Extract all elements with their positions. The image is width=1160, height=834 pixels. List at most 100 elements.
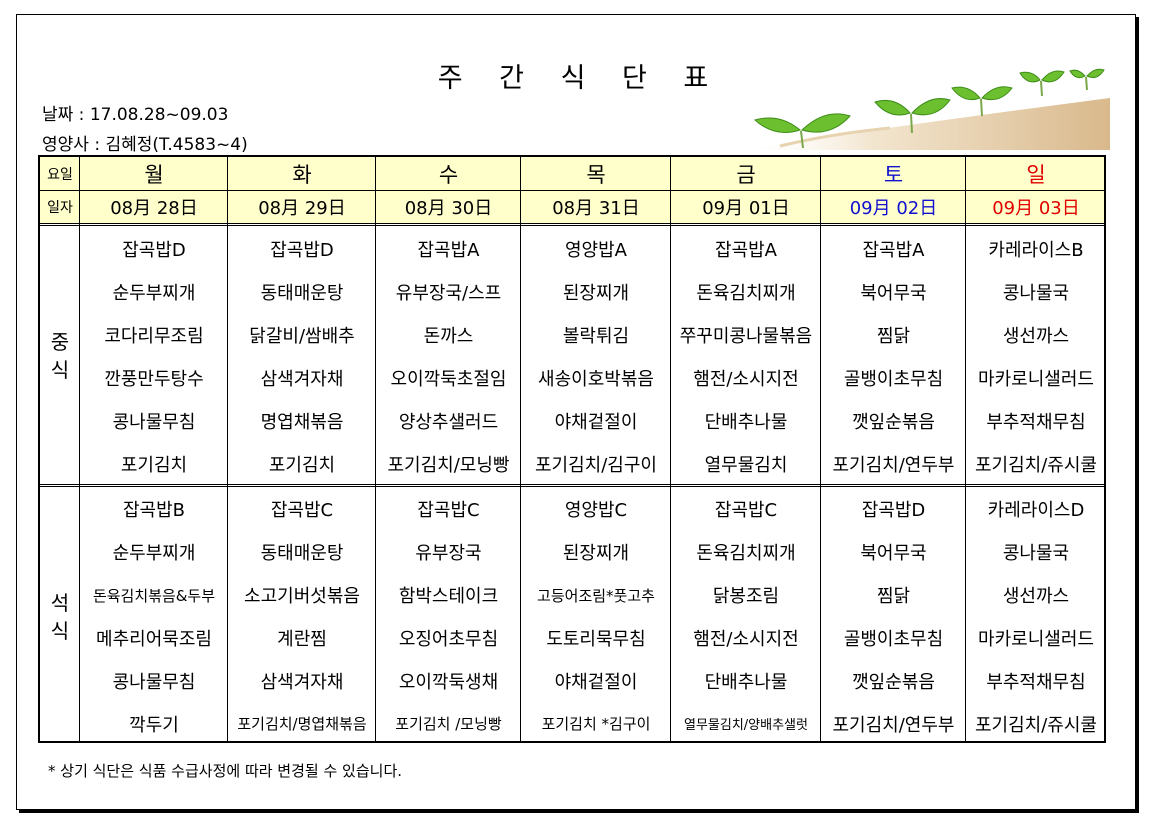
lunch-menu-item: 포기김치 [268, 454, 336, 476]
dinner-menu-item: 닭봉조림 [712, 586, 780, 608]
lunch-menu-item: 카레라이스B [988, 239, 1084, 261]
dinner-menu-item: 찜닭 [876, 586, 911, 608]
lunch-menu-item: 닭갈비/쌈배추 [249, 325, 355, 347]
dinner-menu-item: 잡곡밥B [122, 500, 186, 522]
date-header: 08月 29日 [258, 198, 346, 219]
dinner-menu-item: 계란찜 [277, 628, 327, 650]
page-title: 주 간 식 단 표 [437, 63, 723, 94]
lunch-menu-item: 순두부찌개 [112, 282, 196, 304]
dinner-menu-item: 마카로니샐러드 [978, 628, 1094, 650]
dinner-menu-item: 도토리묵무침 [546, 628, 646, 650]
column-divider [965, 157, 966, 741]
dinner-menu-item: 카레라이스D [987, 500, 1085, 522]
lunch-menu-item: 깻잎순볶음 [852, 411, 935, 433]
lunch-menu-item: 포기김치/쥬시쿨 [975, 454, 1097, 476]
lunch-menu-item: 부추적채무침 [986, 411, 1086, 433]
lunch-menu-item: 된장찌개 [562, 282, 630, 304]
lunch-menu-item: 마카로니샐러드 [978, 368, 1094, 390]
lunch-menu-item: 깐풍만두탕수 [104, 368, 204, 390]
footer-note: * 상기 식단은 식품 수급사정에 따라 변경될 수 있습니다. [48, 762, 403, 780]
header-bottom-line [40, 223, 1104, 224]
dinner-menu-item: 콩나물무침 [112, 671, 196, 693]
lunch-menu-item: 콩나물국 [1002, 282, 1070, 304]
day-header: 월 [144, 162, 164, 187]
lunch-menu-item: 콩나물무침 [112, 411, 196, 433]
dinner-menu-item: 고등어조림*풋고추 [537, 586, 655, 605]
section-divider [40, 484, 1104, 485]
lunch-menu-item: 잡곡밥A [417, 239, 480, 261]
dinner-menu-item: 생선까스 [1002, 586, 1070, 608]
day-header: 화 [292, 162, 312, 187]
lunch-menu-item: 포기김치/김구이 [535, 454, 657, 476]
date-header: 09月 02日 [849, 198, 938, 219]
column-divider [670, 157, 671, 741]
date-header: 09月 01日 [702, 198, 790, 219]
dinner-menu-item: 콩나물국 [1002, 543, 1070, 565]
column-divider [520, 157, 521, 741]
dinner-menu-item: 오이깍둑생채 [398, 671, 499, 693]
dinner-menu-item: 메추리어묵조림 [96, 628, 212, 650]
dinner-menu-item: 포기김치 *김구이 [541, 715, 651, 734]
lunch-menu-item: 명엽채볶음 [260, 411, 344, 433]
day-row-label: 요일 [47, 166, 73, 183]
column-divider [79, 157, 80, 741]
lunch-menu-item: 포기김치/연두부 [832, 454, 955, 476]
dinner-menu-item: 된장찌개 [562, 543, 630, 565]
lunch-menu-item: 찜닭 [876, 325, 911, 347]
lunch-menu-item: 돈육김치찌개 [696, 282, 796, 304]
day-header: 토 [883, 162, 904, 187]
day-header: 금 [736, 162, 756, 187]
dinner-menu-item: 소고기버섯볶음 [244, 586, 360, 608]
lunch-menu-item: 유부장국/스프 [395, 282, 502, 304]
lunch-menu-item: 삼색겨자채 [260, 368, 344, 390]
date-row-label: 일자 [47, 200, 73, 216]
dinner-menu-item: 햄전/소시지전 [693, 628, 799, 650]
lunch-menu-item: 동태매운탕 [260, 282, 344, 304]
dinner-menu-item: 함박스테이크 [398, 586, 499, 608]
date-header: 09月 03日 [992, 198, 1080, 219]
dinner-menu-item: 포기김치/명엽채볶음 [237, 715, 367, 734]
lunch-menu-item: 영양밥A [565, 239, 627, 261]
dinner-label: 석 식 [50, 590, 70, 643]
day-header: 목 [586, 162, 606, 187]
dinner-menu-item: 야채겉절이 [554, 671, 638, 693]
header-bottom-line-double [40, 225, 1104, 226]
lunch-menu-item: 오이깍둑초절임 [390, 368, 507, 390]
date-header: 08月 30日 [404, 198, 493, 219]
lunch-menu-item: 햄전/소시지전 [693, 368, 799, 390]
lunch-menu-item: 단배추나물 [704, 411, 788, 433]
lunch-menu-item: 잡곡밥A [715, 239, 777, 261]
dinner-menu-item: 오징어초무침 [398, 628, 499, 650]
dinner-menu-item: 동태매운탕 [260, 543, 344, 565]
lunch-menu-item: 생선까스 [1002, 325, 1070, 347]
lunch-menu-item: 잡곡밥A [862, 239, 925, 261]
lunch-menu-item: 돈까스 [423, 325, 474, 347]
lunch-menu-item: 잡곡밥D [270, 239, 334, 261]
lunch-menu-item: 북어무국 [860, 282, 927, 304]
dinner-menu-item: 삼색겨자채 [260, 671, 344, 693]
date-header: 08月 28日 [110, 198, 198, 219]
dinner-menu-item: 잡곡밥C [417, 500, 480, 522]
dinner-menu-item: 깻잎순볶음 [852, 671, 935, 693]
lunch-menu-item: 야채겉절이 [554, 411, 638, 433]
lunch-menu-item: 포기김치 [120, 454, 188, 476]
date-header: 08月 31日 [552, 198, 640, 219]
dinner-menu-item: 잡곡밥C [270, 500, 334, 522]
date-range: 날짜 : 17.08.28~09.03 [42, 105, 229, 125]
dinner-menu-item: 영양밥C [564, 500, 628, 522]
lunch-label: 중 식 [50, 330, 70, 382]
lunch-menu-item: 양상추샐러드 [398, 411, 499, 433]
lunch-menu-item: 쭈꾸미콩나물볶음 [679, 325, 813, 347]
lunch-menu-item: 잡곡밥D [122, 239, 186, 261]
lunch-menu-item: 포기김치/모닝빵 [387, 454, 510, 476]
dinner-menu-item: 잡곡밥C [714, 500, 778, 522]
lunch-menu-item: 골뱅이초무침 [843, 368, 944, 390]
day-header: 일 [1026, 162, 1046, 187]
dinner-menu-item: 단배추나물 [704, 671, 788, 693]
nutritionist-info: 영양사 : 김혜정(T.4583~4) [42, 135, 248, 155]
dinner-menu-item: 포기김치/연두부 [832, 714, 955, 736]
dinner-menu-item: 포기김치/쥬시쿨 [975, 714, 1097, 736]
menu-table: 요일 일자 월 08月 28日 화 08月 29日 수 08月 30日 목 08月 31日 금 09月… [38, 155, 1106, 743]
header-divider [40, 190, 1104, 191]
dinner-menu-item: 유부장국 [415, 543, 482, 565]
